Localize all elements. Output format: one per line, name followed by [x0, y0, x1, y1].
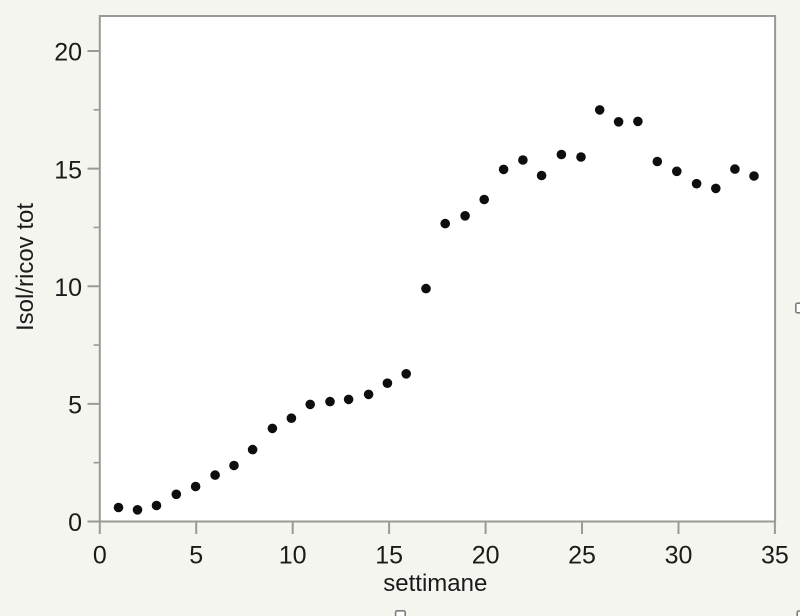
- svg-text:0: 0: [68, 509, 82, 537]
- svg-text:20: 20: [472, 542, 500, 570]
- svg-text:35: 35: [761, 542, 789, 570]
- svg-text:30: 30: [665, 542, 693, 570]
- svg-text:20: 20: [54, 39, 82, 67]
- svg-text:10: 10: [279, 542, 307, 570]
- svg-text:0: 0: [93, 542, 107, 570]
- svg-text:15: 15: [375, 542, 403, 570]
- svg-text:settimane: settimane: [383, 570, 487, 597]
- svg-text:10: 10: [54, 274, 82, 302]
- svg-text:5: 5: [68, 392, 82, 420]
- svg-text:5: 5: [189, 542, 203, 570]
- svg-text:25: 25: [568, 542, 596, 570]
- svg-text:Isol/ricov tot: Isol/ricov tot: [12, 203, 39, 331]
- svg-text:15: 15: [54, 156, 82, 184]
